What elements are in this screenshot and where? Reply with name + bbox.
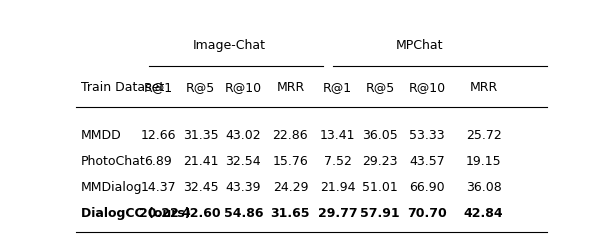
Text: MMDD: MMDD [81,130,122,143]
Text: 15.76: 15.76 [272,155,308,168]
Text: 42.60: 42.60 [181,207,221,220]
Text: 31.35: 31.35 [183,130,219,143]
Text: 43.02: 43.02 [226,130,261,143]
Text: 24.29: 24.29 [272,181,308,194]
Text: 51.01: 51.01 [362,181,398,194]
Text: 21.94: 21.94 [320,181,355,194]
Text: DialogCC (ours): DialogCC (ours) [81,207,190,220]
Text: MRR: MRR [276,81,305,94]
Text: MPChat: MPChat [396,39,444,52]
Text: 43.57: 43.57 [409,155,445,168]
Text: Image-Chat: Image-Chat [193,39,266,52]
Text: R@10: R@10 [409,81,446,94]
Text: 13.41: 13.41 [320,130,355,143]
Text: 57.91: 57.91 [360,207,399,220]
Text: R@10: R@10 [225,81,262,94]
Text: 54.86: 54.86 [224,207,263,220]
Text: Train Dataset: Train Dataset [81,81,164,94]
Text: MMDialog: MMDialog [81,181,142,194]
Text: 14.37: 14.37 [140,181,176,194]
Text: R@5: R@5 [186,81,215,94]
Text: 29.23: 29.23 [362,155,398,168]
Text: 22.86: 22.86 [272,130,308,143]
Text: 12.66: 12.66 [140,130,176,143]
Text: 53.33: 53.33 [409,130,445,143]
Text: R@5: R@5 [365,81,395,94]
Text: 32.45: 32.45 [183,181,219,194]
Text: 70.70: 70.70 [407,207,447,220]
Text: 36.08: 36.08 [466,181,502,194]
Text: 36.05: 36.05 [362,130,398,143]
Text: 6.89: 6.89 [145,155,172,168]
Text: 42.84: 42.84 [464,207,503,220]
Text: 7.52: 7.52 [323,155,351,168]
Text: 29.77: 29.77 [318,207,358,220]
Text: MRR: MRR [469,81,498,94]
Text: 21.41: 21.41 [183,155,219,168]
Text: R@1: R@1 [323,81,352,94]
Text: 66.90: 66.90 [409,181,445,194]
Text: 31.65: 31.65 [271,207,310,220]
Text: R@1: R@1 [144,81,173,94]
Text: 19.15: 19.15 [466,155,502,168]
Text: 20.22: 20.22 [139,207,178,220]
Text: 43.39: 43.39 [226,181,261,194]
Text: PhotoChat: PhotoChat [81,155,145,168]
Text: 32.54: 32.54 [226,155,261,168]
Text: 25.72: 25.72 [466,130,502,143]
